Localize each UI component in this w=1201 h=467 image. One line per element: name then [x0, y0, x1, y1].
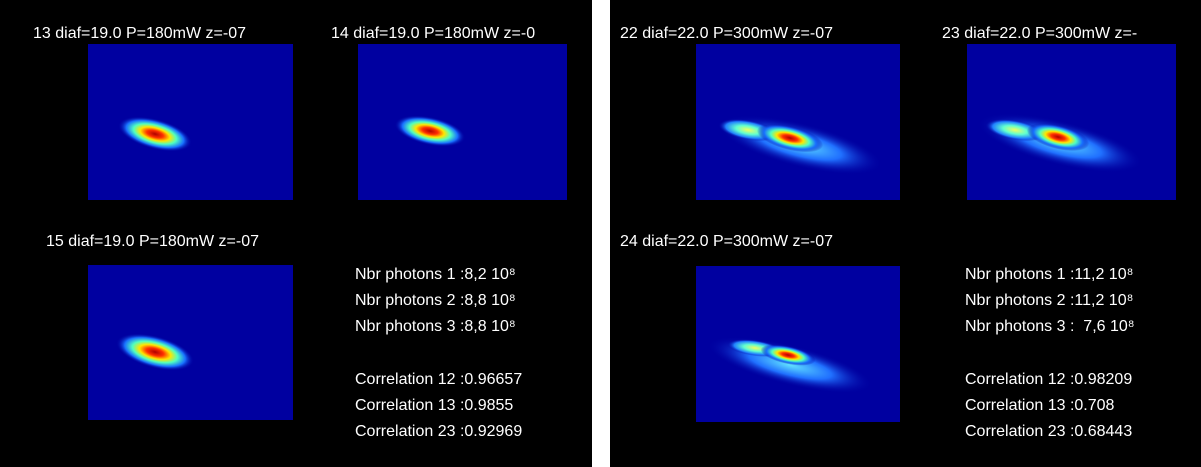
- stat-line: Correlation 12 :0.98209: [965, 371, 1132, 388]
- image-title: 22 diaf=22.0 P=300mW z=-07: [620, 25, 833, 42]
- beam-image: [696, 266, 900, 422]
- stat-line: Correlation 12 :0.96657: [355, 371, 522, 388]
- beam-image: [967, 44, 1176, 200]
- stat-line: Nbr photons 3 : 7,6 10⁸: [965, 318, 1135, 335]
- stat-line: Correlation 13 :0.9855: [355, 397, 513, 414]
- beam-image: [696, 44, 900, 200]
- beam-image: [88, 265, 293, 420]
- stat-line: Nbr photons 1 :11,2 10⁸: [965, 266, 1133, 283]
- stat-line: Correlation 23 :0.68443: [965, 423, 1132, 440]
- stat-line: Nbr photons 2 :8,8 10⁸: [355, 292, 516, 309]
- image-title: 13 diaf=19.0 P=180mW z=-07: [33, 25, 246, 42]
- stat-line: Nbr photons 1 :8,2 10⁸: [355, 266, 516, 283]
- stat-line: Correlation 13 :0.708: [965, 397, 1115, 414]
- image-title: 23 diaf=22.0 P=300mW z=-: [942, 25, 1137, 42]
- stat-line: Nbr photons 3 :8,8 10⁸: [355, 318, 516, 335]
- image-title: 15 diaf=19.0 P=180mW z=-07: [46, 233, 259, 250]
- beam-image: [88, 44, 293, 200]
- beam-image: [358, 44, 567, 200]
- stat-line: Nbr photons 2 :11,2 10⁸: [965, 292, 1133, 309]
- stat-line: Correlation 23 :0.92969: [355, 423, 522, 440]
- image-title: 14 diaf=19.0 P=180mW z=-0: [331, 25, 535, 42]
- image-title: 24 diaf=22.0 P=300mW z=-07: [620, 233, 833, 250]
